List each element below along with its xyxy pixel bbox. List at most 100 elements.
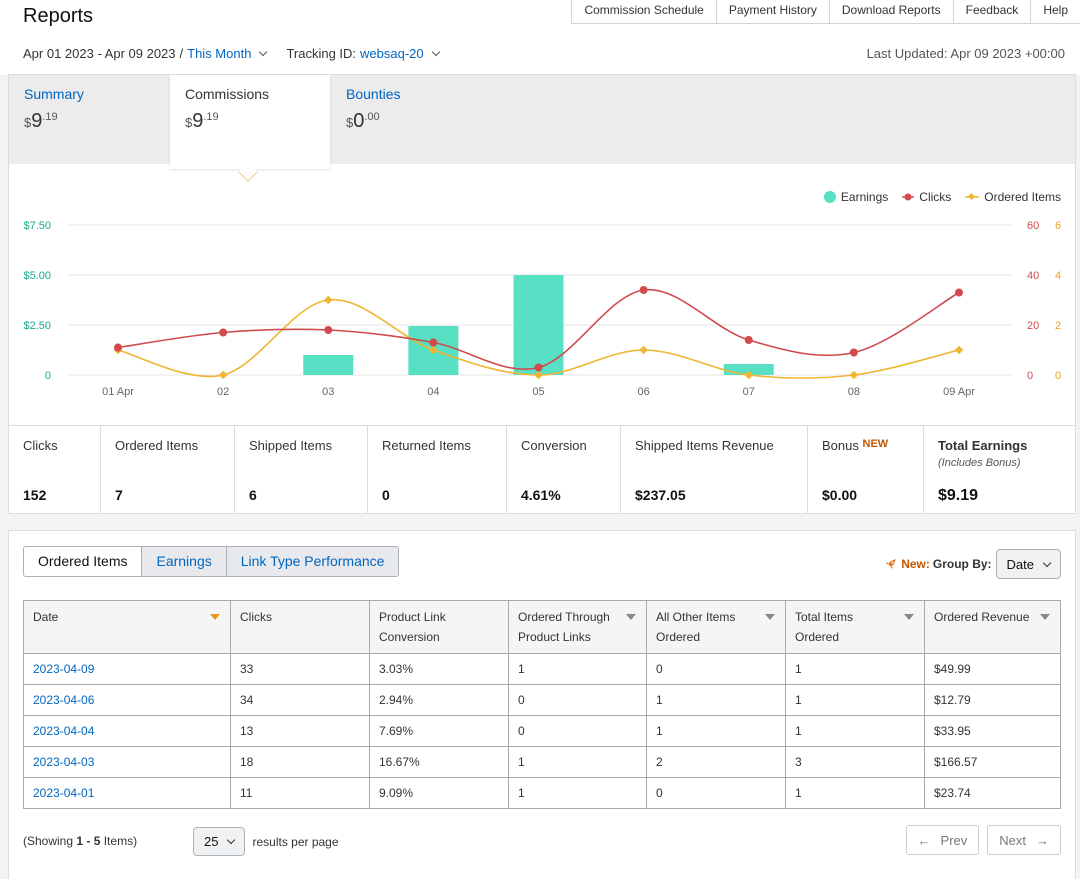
stats-row: Clicks 152 Ordered Items 7 Shipped Items… <box>9 425 1075 514</box>
sort-icon[interactable] <box>1040 614 1050 620</box>
last-updated: Last Updated: Apr 09 2023 +00:00 <box>866 46 1065 61</box>
column-header-ordered-revenue[interactable]: Ordered Revenue <box>924 600 1061 654</box>
help-link[interactable]: Help <box>1030 0 1080 24</box>
table-row: 2023-04-09 33 3.03% 1 0 1 $49.99 <box>23 653 1061 685</box>
next-button[interactable]: Next → <box>987 825 1061 855</box>
ordered-items-point <box>218 370 228 380</box>
column-header-total-items-ordered[interactable]: Total Items Ordered <box>785 600 925 654</box>
cell-clicks: 11 <box>230 777 370 809</box>
cell-other-items: 1 <box>646 684 786 716</box>
right-axis-tick-clicks: 40 <box>1027 270 1039 282</box>
left-axis-tick: $2.50 <box>23 320 51 332</box>
sort-icon[interactable] <box>904 614 914 620</box>
stat-returned-items: Returned Items 0 <box>368 426 507 514</box>
ordered-items-point <box>534 370 543 380</box>
date-link[interactable]: 2023-04-03 <box>23 746 231 778</box>
tab-commissions-label[interactable]: Commissions <box>185 86 270 102</box>
tracking-id-dropdown[interactable]: websaq-20 <box>360 46 424 61</box>
stat-value: $237.05 <box>635 487 686 503</box>
cell-other-items: 1 <box>646 715 786 747</box>
tab-commissions-value: $9.19 <box>185 110 219 132</box>
clicks-point <box>744 336 753 344</box>
date-filter-row: Apr 01 2023 - Apr 09 2023 / This Month T… <box>23 46 447 61</box>
tab-summary[interactable]: Summary $9.19 <box>9 75 169 164</box>
chart-legend: Earnings Clicks Ordered Items <box>810 190 1061 204</box>
x-axis-tick: 07 <box>743 386 755 398</box>
commission-schedule-link[interactable]: Commission Schedule <box>571 0 716 24</box>
date-link[interactable]: 2023-04-01 <box>23 777 231 809</box>
clicks-point <box>849 348 858 357</box>
cell-total-items: 3 <box>785 746 925 778</box>
group-by-control: New: Group By: Date <box>885 549 1061 579</box>
left-axis-tick: 0 <box>45 370 51 382</box>
right-axis-tick-items: 6 <box>1055 220 1061 232</box>
column-header-product-link-conversion[interactable]: Product Link Conversion <box>369 600 509 654</box>
column-header-clicks[interactable]: Clicks <box>230 600 370 654</box>
right-axis-tick-clicks: 60 <box>1027 220 1039 232</box>
page-title: Reports <box>23 5 94 27</box>
x-axis-tick: 09 Apr <box>943 386 975 398</box>
table-row: 2023-04-03 18 16.67% 1 2 3 $166.57 <box>23 746 1061 778</box>
period-dropdown[interactable]: This Month <box>187 46 252 61</box>
legend-item-ordered-items[interactable]: Ordered Items <box>965 190 1061 204</box>
x-axis-tick: 04 <box>427 386 439 398</box>
tab-ordered-items[interactable]: Ordered Items <box>24 547 142 576</box>
cell-ordered-through-links: 1 <box>508 746 647 778</box>
group-by-select[interactable]: Date <box>995 549 1061 579</box>
top-links: Commission Schedule Payment History Down… <box>571 0 1080 24</box>
cell-conversion: 3.03% <box>369 653 509 685</box>
cell-other-items: 0 <box>646 653 786 685</box>
stat-bonus: Bonus NEW $0.00 <box>808 426 924 514</box>
chevron-down-icon[interactable] <box>431 47 440 57</box>
column-header-date[interactable]: Date <box>23 600 231 654</box>
cell-total-items: 1 <box>785 777 925 809</box>
per-page-control: 25 results per page <box>193 827 339 856</box>
clicks-line <box>117 289 960 370</box>
right-axis-tick-items: 4 <box>1055 270 1061 282</box>
x-axis-tick: 08 <box>848 386 860 398</box>
tab-earnings[interactable]: Earnings <box>141 547 226 576</box>
date-link[interactable]: 2023-04-09 <box>23 653 231 685</box>
chevron-down-icon <box>1042 558 1052 567</box>
showing-count: (Showing 1 - 5 Items) <box>23 834 138 848</box>
ordered-items-point <box>744 370 753 380</box>
cell-ordered-through-links: 1 <box>508 653 647 685</box>
date-link[interactable]: 2023-04-04 <box>23 715 231 747</box>
column-header-ordered-through-product-links[interactable]: Ordered Through Product Links <box>508 600 647 654</box>
clicks-point <box>429 338 438 347</box>
stat-label: Conversion <box>521 438 587 453</box>
stat-label: Shipped Items Revenue <box>635 438 774 453</box>
cell-total-items: 1 <box>785 684 925 716</box>
left-axis-tick: $5.00 <box>23 270 51 282</box>
stat-total-earnings: Total Earnings (Includes Bonus) $9.19 <box>924 426 1075 514</box>
per-page-select[interactable]: 25 <box>193 827 246 856</box>
column-header-all-other-items-ordered[interactable]: All Other Items Ordered <box>646 600 786 654</box>
prev-button[interactable]: ← Prev <box>905 825 980 855</box>
stat-label: Bonus NEW <box>822 438 889 453</box>
ordered-items-point <box>324 295 333 305</box>
legend-item-clicks[interactable]: Clicks <box>902 190 951 204</box>
cell-ordered-through-links: 0 <box>508 684 647 716</box>
table-row: 2023-04-01 11 9.09% 1 0 1 $23.74 <box>23 777 1061 809</box>
cell-revenue: $49.99 <box>924 653 1061 685</box>
sort-icon[interactable] <box>626 614 636 620</box>
ordered-items-diamond-icon <box>965 192 980 201</box>
payment-history-link[interactable]: Payment History <box>715 0 829 24</box>
tab-summary-label[interactable]: Summary <box>24 86 84 102</box>
sort-icon[interactable] <box>765 614 775 620</box>
download-reports-link[interactable]: Download Reports <box>828 0 953 24</box>
date-link[interactable]: 2023-04-06 <box>23 684 231 716</box>
sort-icon[interactable] <box>210 614 220 620</box>
stat-ordered-items: Ordered Items 7 <box>101 426 235 514</box>
tab-link-type-performance[interactable]: Link Type Performance <box>225 547 399 576</box>
feedback-link[interactable]: Feedback <box>952 0 1031 24</box>
tab-bounties-label[interactable]: Bounties <box>346 86 401 102</box>
ordered-items-point <box>954 345 964 355</box>
legend-item-earnings[interactable]: Earnings <box>823 190 888 204</box>
cell-revenue: $166.57 <box>924 746 1061 778</box>
cell-revenue: $12.79 <box>924 684 1061 716</box>
stat-clicks: Clicks 152 <box>9 426 101 514</box>
tab-commissions[interactable]: Commissions $9.19 <box>170 75 330 169</box>
chevron-down-icon[interactable] <box>259 47 268 57</box>
tab-bounties[interactable]: Bounties $0.00 <box>331 75 491 164</box>
